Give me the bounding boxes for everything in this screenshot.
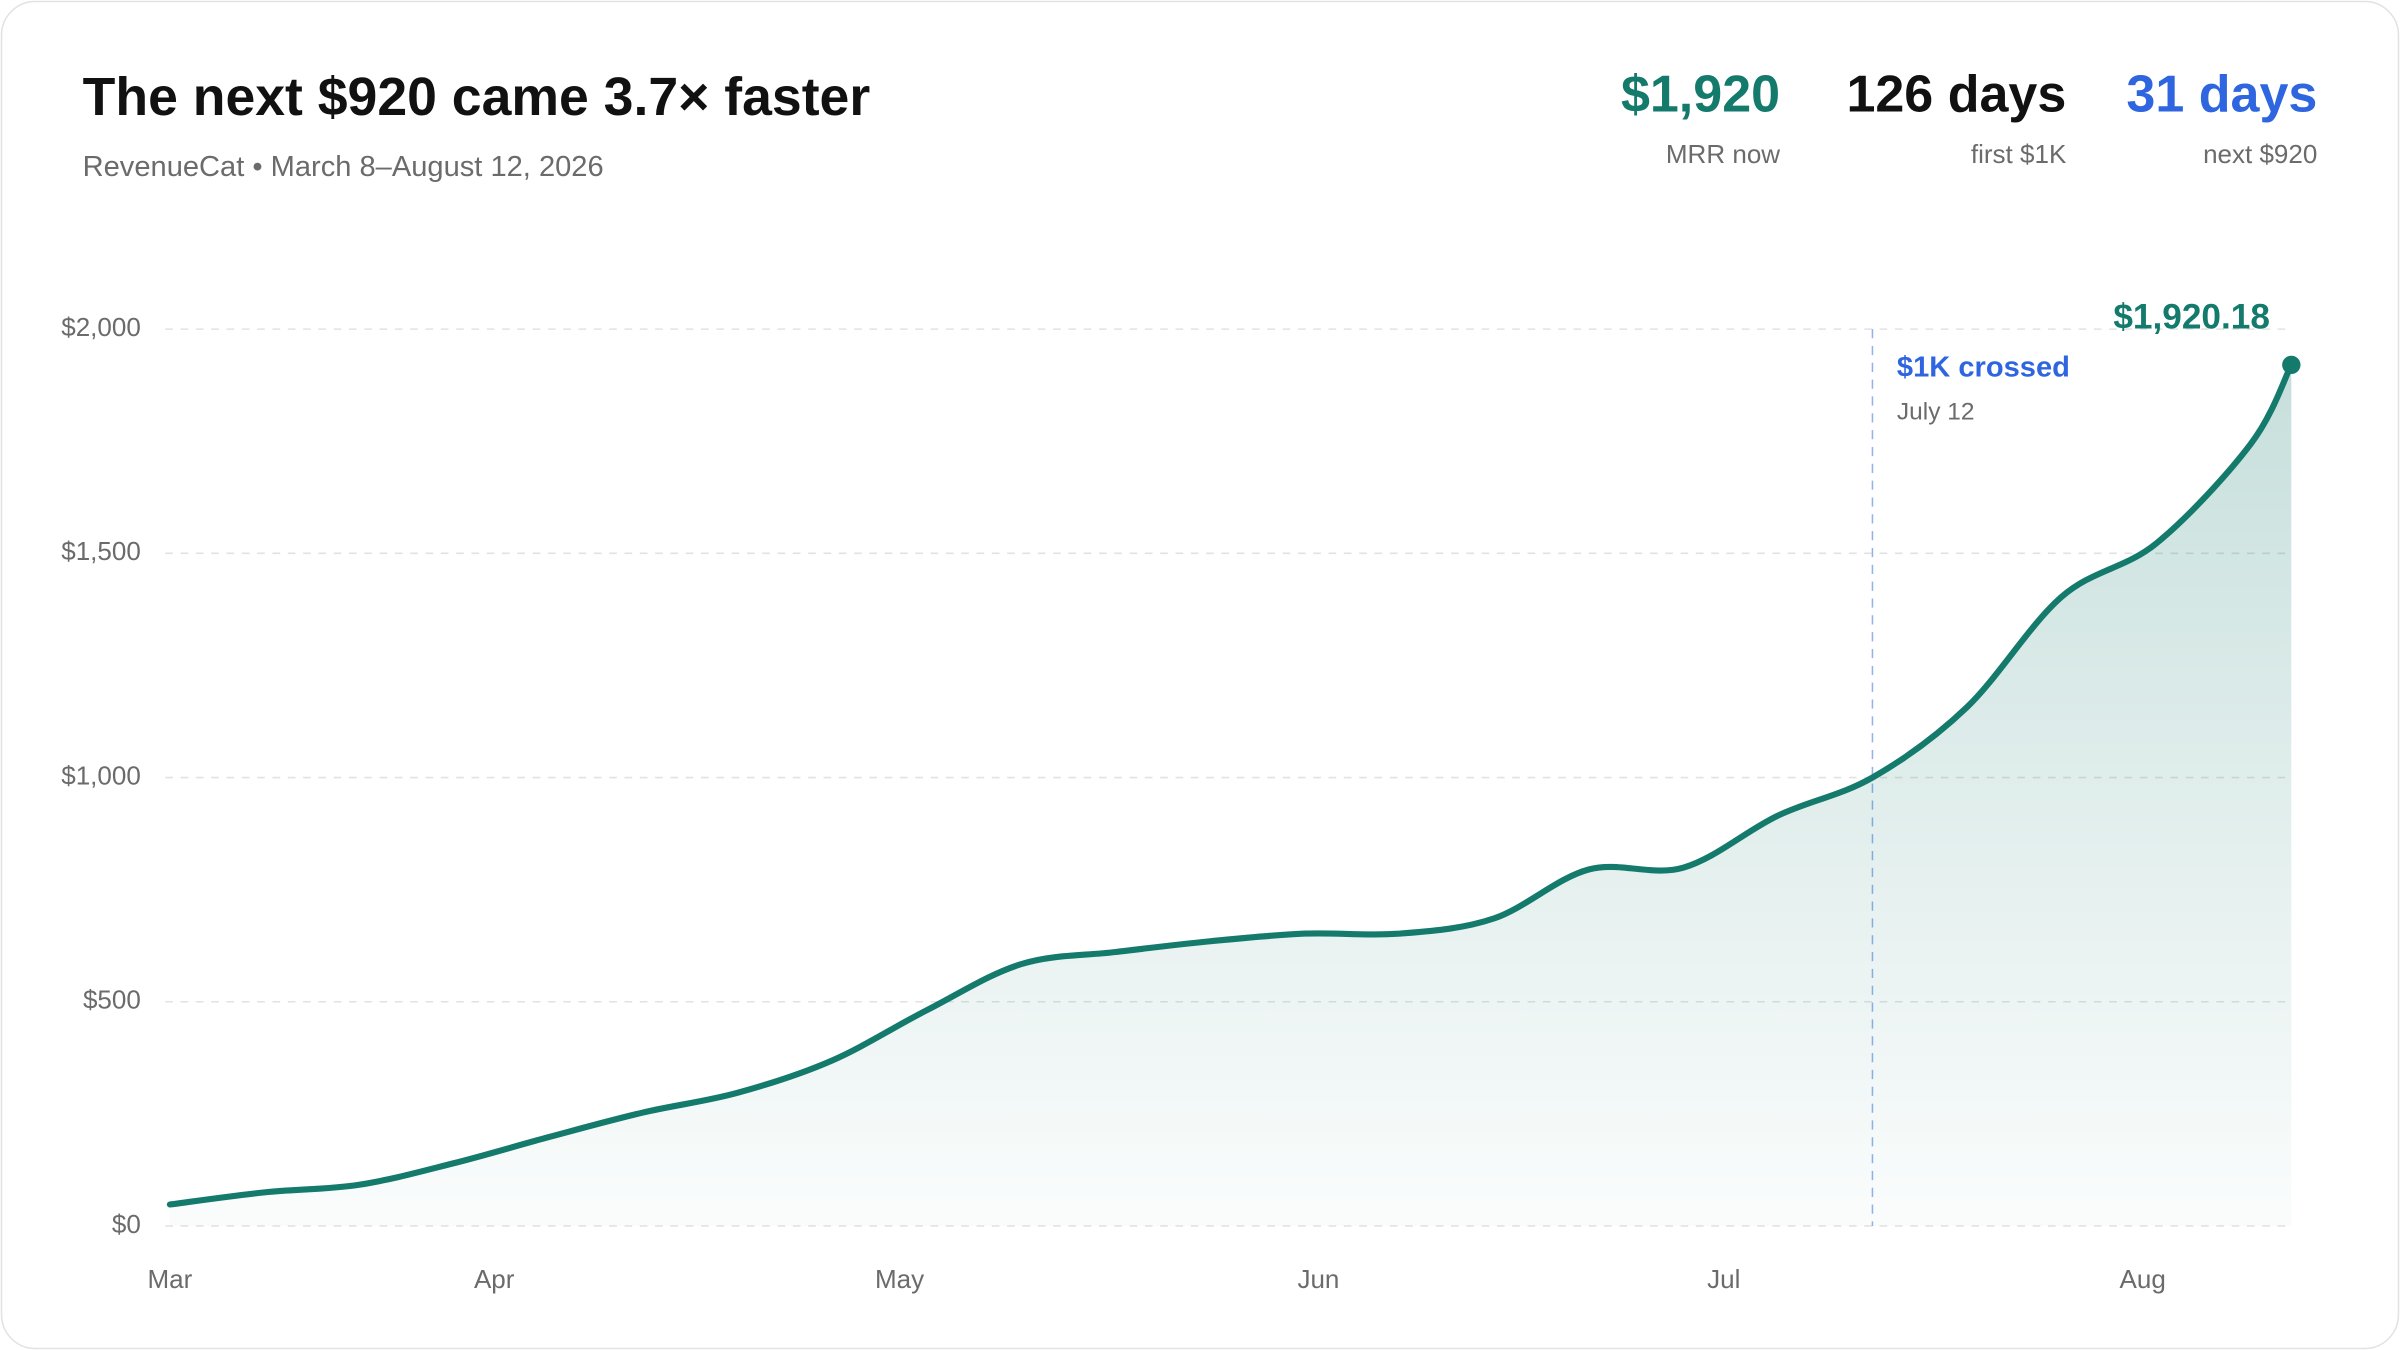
area — [169, 364, 2292, 1227]
stat-value: 126 days — [1846, 66, 2066, 124]
annotation-date: July 12 — [1897, 399, 1975, 426]
line — [166, 361, 2295, 1208]
y-tick-label: $1,000 — [61, 760, 141, 790]
annotation-text: $1K crossed — [1897, 352, 2070, 384]
y-tick-label: $0 — [112, 1209, 141, 1239]
x-tick-label: Jul — [1707, 1264, 1740, 1294]
x-tick-label: Aug — [2120, 1264, 2166, 1294]
x-tick-label: Mar — [147, 1264, 192, 1294]
stat-label: MRR now — [1666, 139, 1780, 169]
stat-label: next $920 — [2203, 139, 2317, 169]
x-tick-label: Apr — [474, 1264, 515, 1294]
title: The next $920 came 3.7× faster — [83, 68, 871, 127]
x-tick-label: Jun — [1297, 1264, 1339, 1294]
stat-label: first $1K — [1971, 139, 2067, 169]
end-dot — [2282, 355, 2301, 375]
x-tick-label: May — [875, 1264, 924, 1294]
stat-value: 31 days — [2126, 66, 2317, 124]
value-label: $1,920.18 — [2113, 297, 2270, 336]
subtitle: RevenueCat • March 8–August 12, 2026 — [83, 151, 604, 183]
y-tick-label: $1,500 — [61, 536, 141, 566]
y-tick-label: $500 — [83, 985, 141, 1015]
stat-value: $1,920 — [1621, 66, 1780, 124]
y-tick-label: $2,000 — [61, 312, 141, 342]
